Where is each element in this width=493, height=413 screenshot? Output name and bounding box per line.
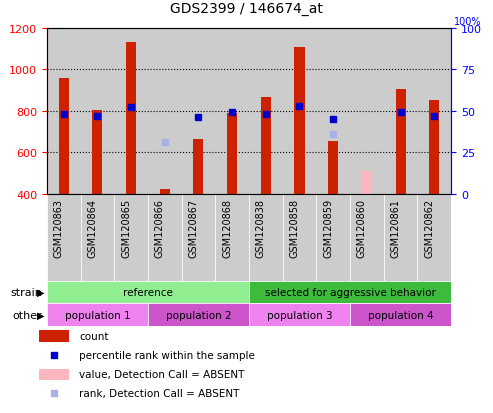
Bar (282, 29, 317, 194)
Bar (148, 194, 181, 281)
Text: GSM120859: GSM120859 (323, 198, 333, 257)
Bar (317, 194, 350, 281)
Bar (395, 90, 406, 194)
Text: GSM120858: GSM120858 (289, 198, 300, 257)
Bar (47, 281, 249, 304)
Bar (418, 194, 451, 281)
Bar (350, 304, 451, 326)
Bar (80, 194, 114, 281)
Text: count: count (79, 331, 108, 341)
Bar (362, 190, 372, 194)
Bar (59, 78, 69, 194)
Bar (181, 194, 215, 281)
Text: GSM120860: GSM120860 (357, 198, 367, 257)
Bar (282, 194, 317, 281)
Bar (249, 29, 282, 194)
Bar (418, 29, 451, 194)
Bar (47, 29, 80, 194)
Bar (148, 29, 181, 194)
Bar (429, 101, 439, 194)
Bar (249, 281, 451, 304)
Text: GSM120864: GSM120864 (87, 198, 98, 257)
Text: GSM120867: GSM120867 (188, 198, 198, 257)
Bar (92, 111, 103, 194)
Bar (114, 29, 148, 194)
Bar (249, 194, 282, 281)
Bar (362, 171, 372, 194)
Text: ▶: ▶ (37, 287, 44, 297)
Text: value, Detection Call = ABSENT: value, Detection Call = ABSENT (79, 369, 244, 380)
Text: GSM120838: GSM120838 (256, 198, 266, 257)
Text: ▶: ▶ (37, 310, 44, 320)
Text: strain: strain (10, 287, 42, 297)
Bar (384, 29, 418, 194)
Bar (114, 194, 148, 281)
Bar (317, 29, 350, 194)
Bar (227, 114, 237, 194)
Bar (350, 194, 384, 281)
Bar (328, 142, 338, 194)
Bar (39, 369, 69, 380)
Bar (47, 194, 80, 281)
Text: GSM120862: GSM120862 (424, 198, 434, 257)
Bar (193, 140, 204, 194)
Text: other: other (12, 310, 42, 320)
Bar (249, 304, 350, 326)
Bar (215, 194, 249, 281)
Bar (47, 304, 148, 326)
Text: population 3: population 3 (267, 310, 332, 320)
Text: population 4: population 4 (368, 310, 433, 320)
Text: reference: reference (123, 287, 173, 297)
Bar (350, 29, 384, 194)
Bar (294, 47, 305, 194)
Text: population 2: population 2 (166, 310, 231, 320)
Text: rank, Detection Call = ABSENT: rank, Detection Call = ABSENT (79, 389, 239, 399)
Text: percentile rank within the sample: percentile rank within the sample (79, 350, 255, 360)
Bar (215, 29, 249, 194)
Bar (384, 194, 418, 281)
Bar (126, 43, 136, 194)
Bar (80, 29, 114, 194)
Bar (160, 190, 170, 194)
Text: 100%: 100% (454, 17, 481, 27)
Text: selected for aggressive behavior: selected for aggressive behavior (265, 287, 435, 297)
Text: GSM120863: GSM120863 (54, 198, 64, 257)
Text: GSM120866: GSM120866 (155, 198, 165, 257)
Bar (39, 330, 69, 342)
Bar (148, 304, 249, 326)
Bar (261, 98, 271, 194)
Text: GDS2399 / 146674_at: GDS2399 / 146674_at (170, 2, 323, 16)
Text: GSM120868: GSM120868 (222, 198, 232, 257)
Bar (181, 29, 215, 194)
Text: GSM120861: GSM120861 (390, 198, 400, 257)
Text: GSM120865: GSM120865 (121, 198, 131, 257)
Text: population 1: population 1 (65, 310, 130, 320)
